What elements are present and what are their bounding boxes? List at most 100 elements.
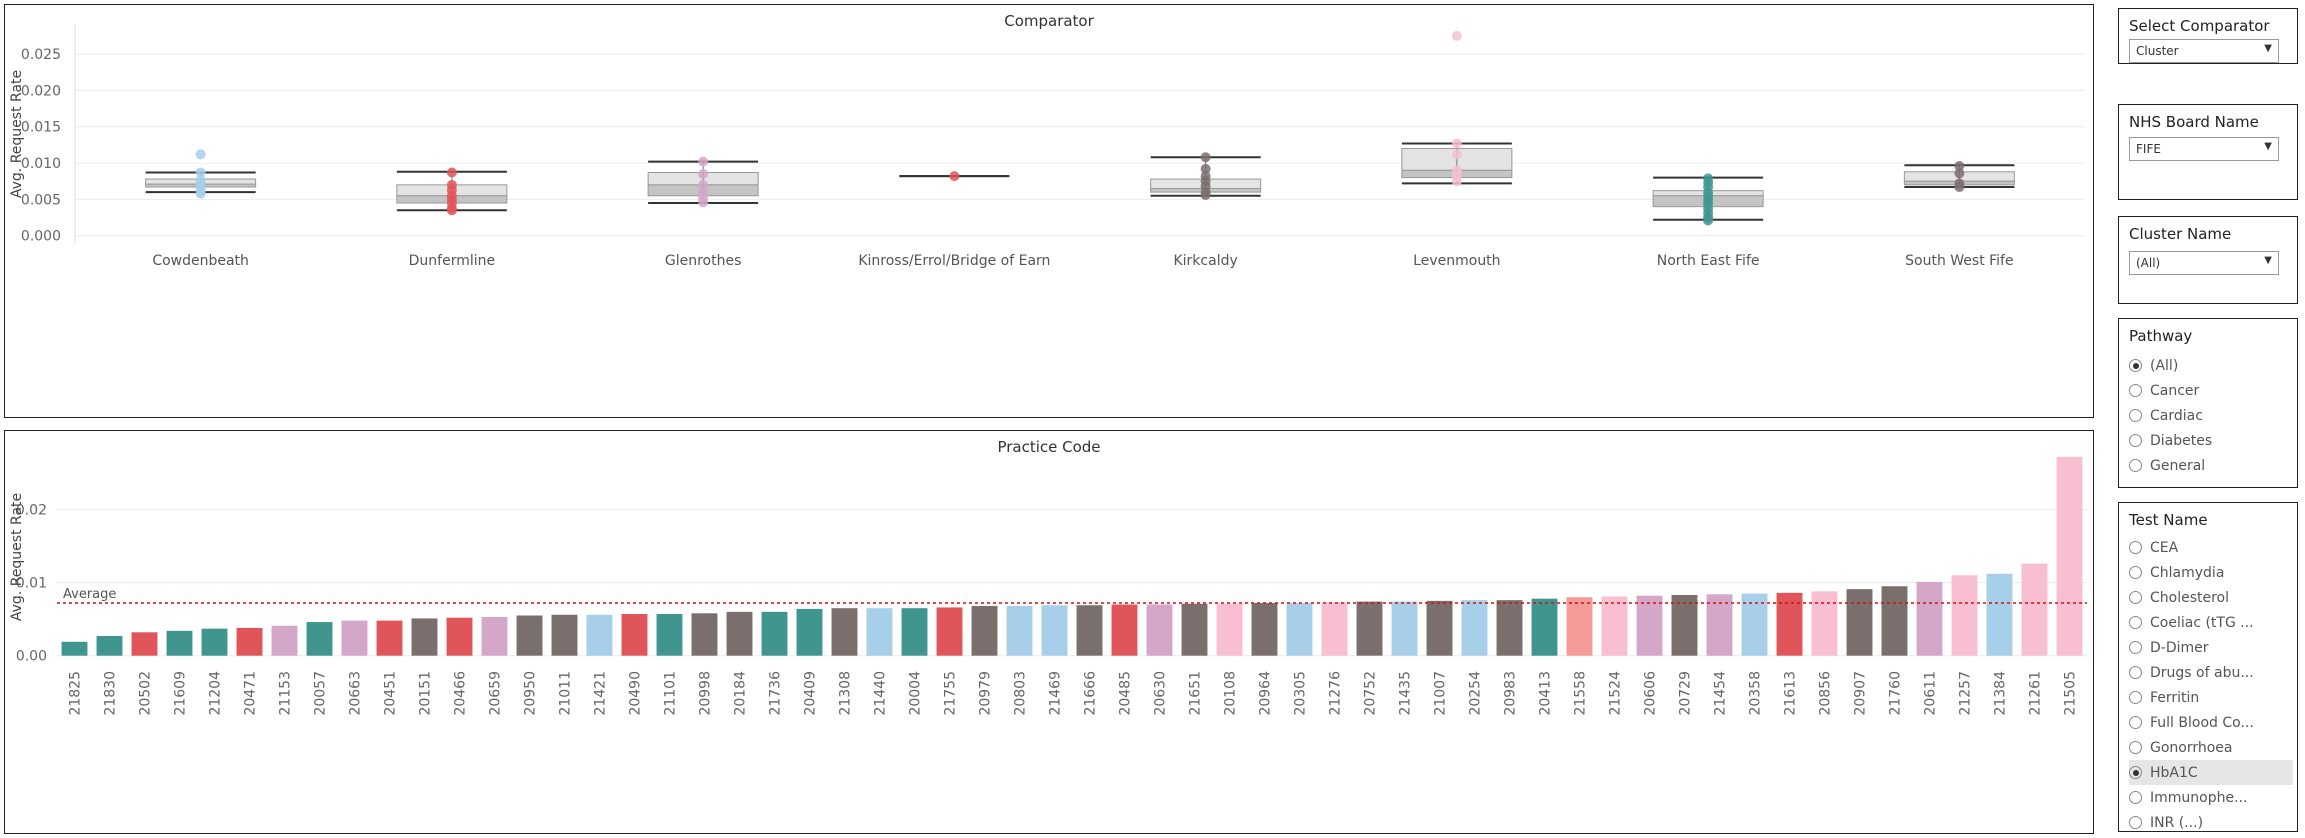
radio-button-icon[interactable] — [2129, 666, 2142, 679]
bar[interactable] — [481, 616, 508, 656]
test-option[interactable]: Coeliac (tTG ... — [2129, 610, 2293, 635]
data-point[interactable] — [195, 149, 206, 160]
radio-button-icon[interactable] — [2129, 434, 2142, 447]
bar[interactable] — [1356, 601, 1383, 656]
data-point[interactable] — [949, 171, 960, 182]
radio-button-icon[interactable] — [2129, 816, 2142, 829]
data-point[interactable] — [1954, 160, 1965, 171]
data-point[interactable] — [1451, 176, 1462, 187]
bar[interactable] — [656, 614, 683, 656]
bar[interactable] — [1846, 589, 1873, 656]
radio-button-icon[interactable] — [2129, 384, 2142, 397]
bar[interactable] — [726, 611, 753, 656]
pathway-option[interactable]: Diabetes — [2129, 428, 2293, 453]
test-option[interactable]: CEA — [2129, 535, 2293, 560]
bar[interactable] — [761, 611, 788, 656]
test-option[interactable]: Drugs of abu... — [2129, 660, 2293, 685]
data-point[interactable] — [698, 179, 709, 190]
box-kirkcaldy[interactable] — [1150, 152, 1262, 201]
bar[interactable] — [936, 607, 963, 656]
bar[interactable] — [1461, 600, 1488, 656]
box-north-east-fife[interactable] — [1652, 173, 1764, 226]
bar[interactable] — [411, 618, 438, 656]
radio-button-icon[interactable] — [2129, 766, 2142, 779]
bar[interactable] — [1776, 592, 1803, 656]
bar[interactable] — [1111, 604, 1138, 656]
bar[interactable] — [1496, 600, 1523, 656]
bar[interactable] — [1566, 597, 1593, 656]
data-point[interactable] — [1200, 152, 1211, 163]
bar[interactable] — [1531, 598, 1558, 656]
select-comparator-dropdown[interactable]: Cluster ▼ — [2129, 39, 2279, 63]
data-point[interactable] — [446, 167, 457, 178]
bar[interactable] — [1951, 575, 1978, 656]
bar[interactable] — [376, 620, 403, 656]
bar[interactable] — [1391, 601, 1418, 656]
bar[interactable] — [1146, 604, 1173, 656]
radio-button-icon[interactable] — [2129, 716, 2142, 729]
bar[interactable] — [1741, 593, 1768, 656]
bar[interactable] — [1706, 594, 1733, 656]
data-point[interactable] — [1703, 215, 1714, 226]
bar[interactable] — [2056, 456, 2083, 656]
pathway-option[interactable]: Cardiac — [2129, 403, 2293, 428]
bar[interactable] — [1881, 586, 1908, 656]
bar[interactable] — [131, 632, 158, 656]
radio-button-icon[interactable] — [2129, 616, 2142, 629]
test-option[interactable]: HbA1C — [2129, 760, 2293, 785]
data-point[interactable] — [698, 156, 709, 167]
bar[interactable] — [1916, 581, 1943, 656]
test-option[interactable]: Ferritin — [2129, 685, 2293, 710]
data-point[interactable] — [1451, 138, 1462, 149]
radio-button-icon[interactable] — [2129, 591, 2142, 604]
test-option[interactable]: Full Blood Co... — [2129, 710, 2293, 735]
bar[interactable] — [1216, 603, 1243, 656]
radio-button-icon[interactable] — [2129, 409, 2142, 422]
bar[interactable] — [551, 614, 578, 656]
data-point[interactable] — [195, 188, 206, 199]
radio-button-icon[interactable] — [2129, 741, 2142, 754]
bar[interactable] — [866, 608, 893, 656]
bar[interactable] — [1076, 605, 1103, 656]
nhs-board-dropdown[interactable]: FIFE ▼ — [2129, 137, 2279, 161]
bar[interactable] — [1251, 603, 1278, 656]
test-option[interactable]: Gonorrhoea — [2129, 735, 2293, 760]
box-glenrothes[interactable] — [647, 156, 759, 208]
box-kinross-errol-bridge-of-earn[interactable] — [899, 171, 1010, 182]
data-point[interactable] — [1451, 30, 1462, 41]
pathway-option[interactable]: (All) — [2129, 353, 2293, 378]
bar[interactable] — [1811, 591, 1838, 656]
bar[interactable] — [96, 635, 123, 656]
bar[interactable] — [971, 605, 998, 656]
radio-button-icon[interactable] — [2129, 459, 2142, 472]
bar[interactable] — [1636, 595, 1663, 656]
bar[interactable] — [341, 620, 368, 656]
radio-button-icon[interactable] — [2129, 541, 2142, 554]
data-point[interactable] — [195, 167, 206, 178]
bar[interactable] — [1286, 603, 1313, 656]
bar[interactable] — [1671, 595, 1698, 656]
bar[interactable] — [831, 608, 858, 656]
bar[interactable] — [2021, 563, 2048, 656]
test-option[interactable]: INR (...) — [2129, 810, 2293, 831]
bar[interactable] — [796, 608, 823, 656]
bar[interactable] — [1006, 605, 1033, 656]
test-option[interactable]: D-Dimer — [2129, 635, 2293, 660]
bar[interactable] — [446, 617, 473, 656]
bar[interactable] — [1041, 605, 1068, 656]
box-cowdenbeath[interactable] — [145, 149, 257, 199]
bar[interactable] — [1181, 603, 1208, 656]
cluster-name-dropdown[interactable]: (All) ▼ — [2129, 251, 2279, 275]
data-point[interactable] — [698, 197, 709, 208]
data-point[interactable] — [1954, 168, 1965, 179]
bar[interactable] — [1321, 602, 1348, 656]
test-option[interactable]: Cholesterol — [2129, 585, 2293, 610]
bar[interactable] — [201, 628, 228, 656]
radio-button-icon[interactable] — [2129, 359, 2142, 372]
test-option[interactable]: Immunophe... — [2129, 785, 2293, 810]
bar[interactable] — [586, 614, 613, 656]
box-south-west-fife[interactable] — [1903, 160, 2015, 193]
radio-button-icon[interactable] — [2129, 641, 2142, 654]
bar[interactable] — [691, 613, 718, 656]
radio-button-icon[interactable] — [2129, 566, 2142, 579]
